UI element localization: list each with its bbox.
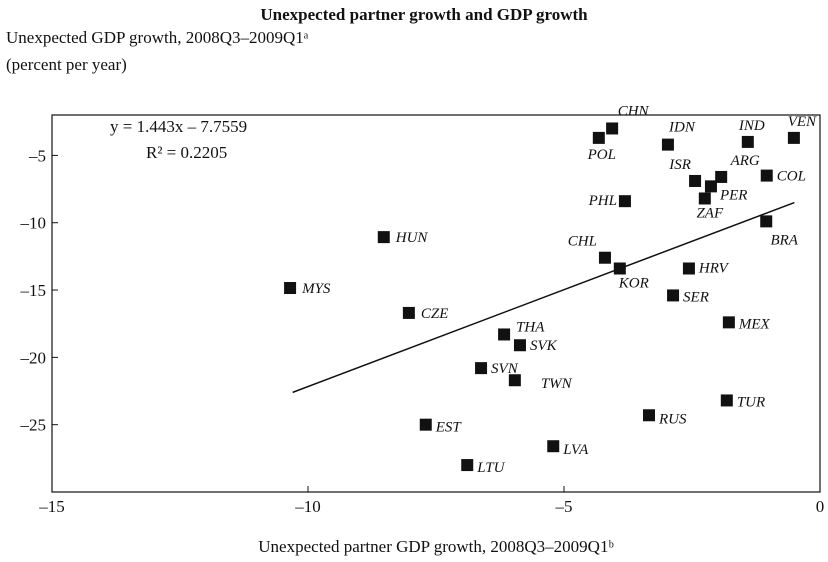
point: [704, 180, 717, 193]
point: [508, 374, 521, 387]
y-tick-label: –20: [20, 348, 47, 367]
point-label: COL: [777, 169, 806, 185]
point-label: SVN: [491, 361, 519, 377]
y-tick-label: –10: [20, 214, 47, 233]
point: [720, 394, 733, 407]
point: [760, 215, 773, 228]
y-axis-label: Unexpected GDP growth, 2008Q3–2009Q1ᵃ: [6, 28, 309, 47]
point: [741, 135, 754, 148]
point: [682, 262, 695, 275]
trendline: [292, 201, 795, 394]
point: [475, 362, 488, 375]
point-label: PER: [719, 187, 748, 203]
y-tick-label: –5: [28, 146, 46, 165]
point: [613, 262, 626, 275]
point: [618, 195, 631, 208]
point-label: IDN: [668, 120, 696, 136]
point-label: KOR: [618, 275, 649, 291]
point: [461, 459, 474, 472]
point-label: CHL: [568, 234, 597, 250]
x-tick-label: –15: [38, 497, 65, 516]
point-label: RUS: [658, 411, 687, 427]
point-label: VEN: [788, 114, 817, 130]
point: [661, 138, 674, 151]
point: [606, 122, 619, 135]
y-tick-label: –15: [20, 281, 47, 300]
equation: y = 1.443x – 7.7559: [110, 117, 247, 136]
point-label: LVA: [562, 442, 589, 458]
point-label: CZE: [421, 306, 449, 322]
point-label: ZAF: [696, 205, 724, 221]
point: [667, 289, 680, 302]
point-label: TWN: [541, 376, 573, 392]
plot-frame: [51, 114, 821, 493]
point: [498, 328, 511, 341]
point-label: MEX: [738, 316, 771, 332]
point-label: POL: [587, 147, 616, 163]
point-label: PHL: [588, 193, 617, 209]
point-label: BRA: [770, 232, 798, 248]
point-label: CHN: [618, 103, 650, 119]
point-label: THA: [516, 319, 545, 335]
point: [419, 418, 432, 431]
point-label: LTU: [476, 460, 505, 476]
point: [547, 440, 560, 453]
point: [377, 231, 390, 244]
r-squared: R² = 0.2205: [146, 143, 227, 162]
point-label: SER: [683, 289, 709, 305]
x-tick-label: –10: [294, 497, 321, 516]
point: [402, 306, 415, 319]
point-label: TUR: [737, 394, 765, 410]
x-tick-label: –5: [555, 497, 573, 516]
y-tick-label: –25: [20, 416, 47, 435]
point: [284, 282, 297, 295]
point-label: HRV: [698, 260, 730, 276]
point: [715, 170, 728, 183]
point: [722, 316, 735, 329]
y-axis-label: (percent per year): [6, 55, 127, 74]
point: [513, 339, 526, 352]
point-label: SVK: [530, 338, 558, 354]
x-tick-label: 0: [816, 497, 825, 516]
point: [689, 174, 702, 187]
point-label: MYS: [301, 281, 331, 297]
point-label: ARG: [730, 153, 760, 169]
point: [592, 131, 605, 144]
point-label: EST: [435, 420, 463, 436]
point-label: ISR: [668, 157, 691, 173]
chart-title: Unexpected partner growth and GDP growth: [260, 5, 588, 24]
point: [760, 169, 773, 182]
point: [642, 409, 655, 422]
point-label: IND: [738, 118, 765, 134]
point-label: HUN: [395, 230, 429, 246]
point: [787, 131, 800, 144]
x-axis-label: Unexpected partner GDP growth, 2008Q3–20…: [258, 537, 613, 556]
point: [698, 192, 711, 205]
point: [598, 251, 611, 264]
